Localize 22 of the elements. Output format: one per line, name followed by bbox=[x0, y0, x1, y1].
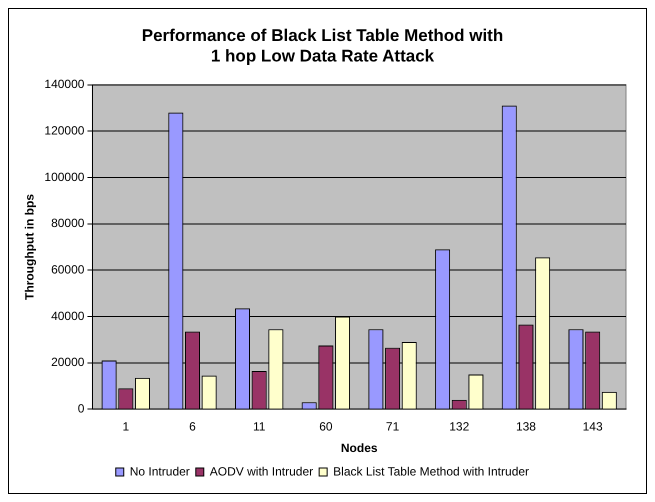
chart-title: Performance of Black List Table Method with 1 hop Low Data Rate Attack bbox=[142, 26, 504, 66]
x-tick-label: 143 bbox=[582, 420, 603, 434]
x-tick-label: 11 bbox=[252, 420, 266, 434]
y-tick-label: 40000 bbox=[51, 308, 85, 323]
legend-label: Black List Table Method with Intruder bbox=[333, 464, 530, 478]
y-tick-label: 140000 bbox=[44, 77, 85, 92]
x-tick-label: 71 bbox=[386, 420, 400, 434]
y-tick-label: 100000 bbox=[44, 170, 85, 184]
x-axis-title: Nodes bbox=[340, 441, 378, 456]
y-tick-label: 0 bbox=[78, 402, 85, 416]
legend-label: No Intruder bbox=[130, 464, 190, 478]
y-tick-label: 20000 bbox=[51, 355, 85, 370]
legend-label: AODV with Intruder bbox=[210, 464, 314, 478]
y-axis-title: Throughput in bps bbox=[22, 194, 37, 300]
x-tick-label: 1 bbox=[122, 420, 130, 434]
x-tick-label: 132 bbox=[449, 420, 470, 434]
x-tick-label: 138 bbox=[516, 420, 536, 434]
y-tick-label: 80000 bbox=[51, 216, 85, 230]
y-tick-label: 60000 bbox=[51, 262, 85, 276]
x-tick-label: 60 bbox=[319, 420, 333, 434]
y-tick-label: 120000 bbox=[44, 123, 85, 138]
x-tick-label: 6 bbox=[189, 420, 196, 434]
